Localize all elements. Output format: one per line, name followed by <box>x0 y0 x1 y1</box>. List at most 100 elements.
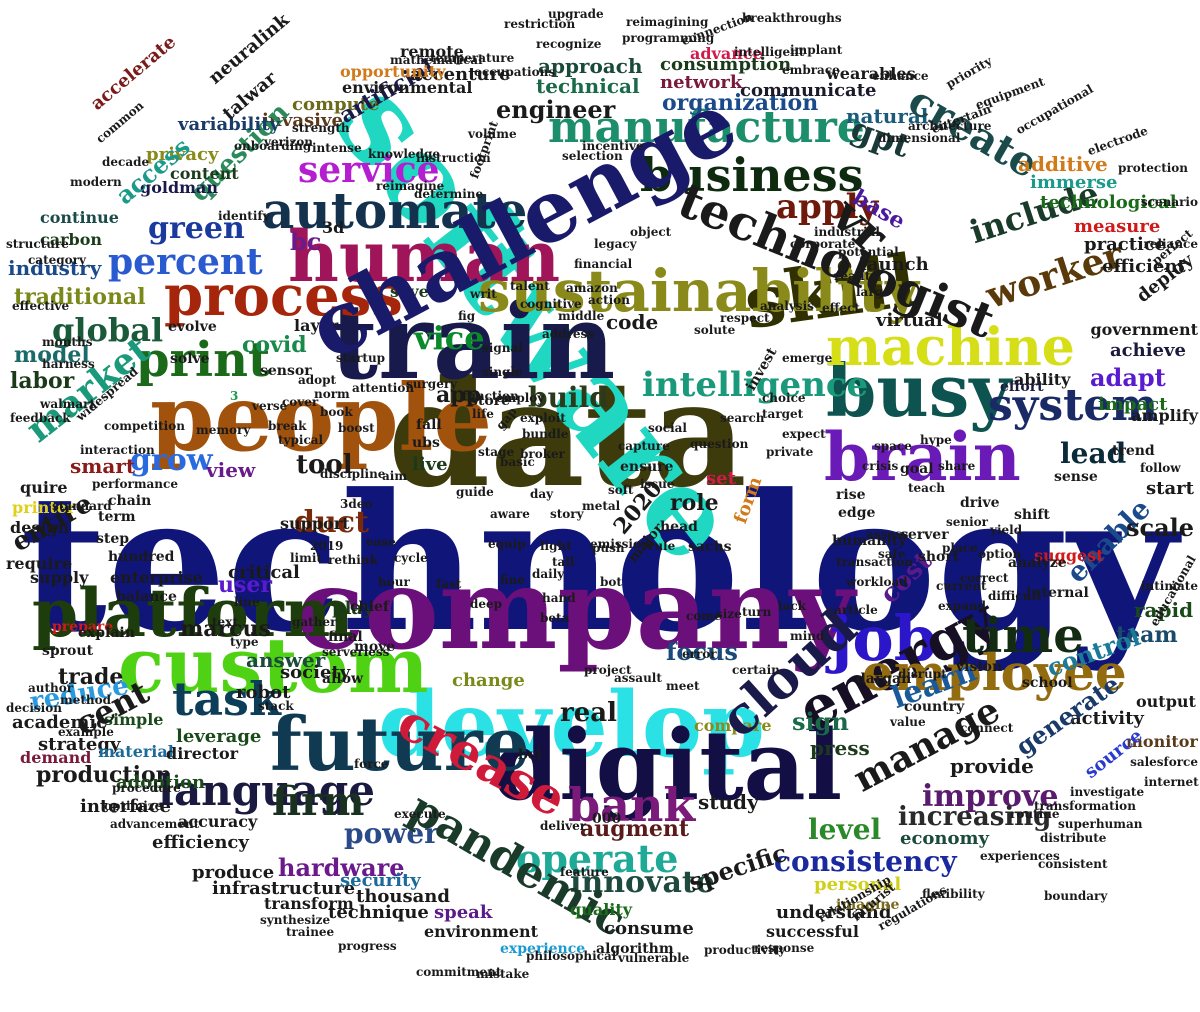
word-line: line <box>234 595 260 609</box>
word-chief: chief <box>350 599 389 615</box>
word-respect: respect <box>720 311 770 325</box>
word-neuralink: neuralink <box>204 9 294 89</box>
word-bank: bank <box>568 778 696 832</box>
word-hundred: hundred <box>108 549 175 565</box>
word-progress: progress <box>338 939 397 953</box>
word-support: support <box>280 514 350 533</box>
word-intelligence: intelligence <box>642 365 869 405</box>
word-mistake: mistake <box>476 967 530 981</box>
word-manufacture: manufacture <box>548 102 865 153</box>
word-restriction: restriction <box>504 17 576 31</box>
word-process: process <box>164 263 403 329</box>
word-school: school <box>1022 675 1073 691</box>
word-employ: employ <box>496 391 545 405</box>
word-tall: tall <box>552 555 575 569</box>
word-economy: economy <box>900 828 990 849</box>
word-speak: speak <box>434 902 493 923</box>
word-vision: vision <box>956 659 1003 675</box>
word-adoption: adoption <box>116 772 206 793</box>
word-machine: machine <box>826 317 1075 378</box>
word-rapid: rapid <box>1134 598 1194 622</box>
word-connect: connect <box>960 721 1014 735</box>
word-standard: standard <box>52 499 112 513</box>
word-solute: solute <box>694 323 736 337</box>
word-deliver: deliver <box>540 819 587 833</box>
word-aware: aware <box>490 507 530 521</box>
word-platform: platform <box>32 574 354 652</box>
word-article: article <box>834 603 878 617</box>
word-technique: technique <box>328 902 429 923</box>
word-achieve: achieve <box>1110 340 1186 361</box>
word-rule: rule <box>648 539 676 553</box>
word-consistent: consistent <box>1038 857 1108 871</box>
word-safe: safe <box>878 547 906 561</box>
word-language: language <box>158 766 375 815</box>
word-organization: organization <box>662 90 819 116</box>
word-thousand: thousand <box>356 886 450 907</box>
word-compare: compare <box>694 716 772 735</box>
word-privacy: privacy <box>146 144 219 165</box>
word-production: production <box>36 762 172 788</box>
word-book: book <box>320 405 353 419</box>
word-superhuman: superhuman <box>1058 817 1143 831</box>
word-correct: correct <box>960 571 1009 585</box>
word-synthesize: synthesize <box>260 913 331 927</box>
word-approach: approach <box>538 54 643 78</box>
word-expand: expand <box>938 599 987 613</box>
word-current: current <box>936 579 987 593</box>
word-industrial: industrial <box>814 225 880 239</box>
word-instruction: instruction <box>416 151 491 165</box>
word-quality: quality <box>570 900 633 919</box>
word-monitor: monitor <box>1126 732 1198 751</box>
word-imagine: imagine <box>836 897 900 913</box>
word-chain: chain <box>108 493 152 509</box>
word-prepare: prepare <box>52 619 114 635</box>
word-operate: operate <box>516 836 679 881</box>
word-walmart: walmart <box>40 397 96 411</box>
word-modern: modern <box>70 175 122 189</box>
word-scenario: scenario <box>1140 195 1198 209</box>
word-evolve: evolve <box>168 319 217 335</box>
word-term: term <box>98 509 136 525</box>
word-guide: guide <box>456 485 494 499</box>
word-app: app <box>436 382 482 408</box>
word-interface: interface <box>80 796 171 817</box>
word-country: country <box>904 699 965 715</box>
word-workload: workload <box>846 575 908 589</box>
word-daily: daily <box>532 567 565 581</box>
word-wearables: wearables <box>826 64 916 83</box>
word-code: code <box>606 310 659 334</box>
word-advance: advance <box>690 44 763 63</box>
word-personal: personal <box>814 874 902 895</box>
word-society: society <box>280 662 351 683</box>
word-philosophical: philosophical <box>526 949 617 963</box>
word-consumption: consumption <box>660 54 792 75</box>
word-robot: robot <box>236 682 291 703</box>
word-leverage: leverage <box>176 726 262 747</box>
word-remote: remote <box>400 42 464 61</box>
word-social: social <box>648 421 687 435</box>
word-rethink: rethink <box>328 553 378 567</box>
word-specific: specific <box>685 837 791 897</box>
word-intelligent: intelligent <box>734 45 805 59</box>
word-emerge: emerge <box>782 351 833 365</box>
word-choice: choice <box>762 391 806 405</box>
word-allow: allow <box>322 671 364 687</box>
word-start: start <box>1146 478 1194 499</box>
word-3deo: 3deo <box>340 497 373 511</box>
word-bundle: bundle <box>522 427 569 441</box>
word-amplify: amplify <box>1131 406 1198 425</box>
word-architecture: architecture <box>908 119 992 133</box>
word-sign: sign <box>792 707 849 736</box>
word-basic: basic <box>500 455 535 469</box>
word-serverless: serverless <box>322 645 390 659</box>
word-demand: demand <box>20 748 92 767</box>
word-fine: fine <box>500 573 526 587</box>
word-marcus: marcus <box>180 616 271 642</box>
word-ensure: ensure <box>620 459 674 475</box>
word-structure: structure <box>6 237 69 251</box>
word-place: place <box>942 541 978 555</box>
word-ability: ability <box>1014 370 1071 389</box>
word-impact: impact <box>1098 394 1168 415</box>
